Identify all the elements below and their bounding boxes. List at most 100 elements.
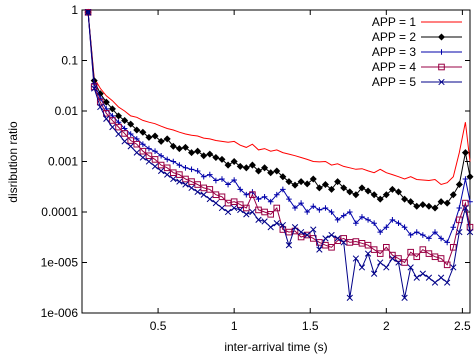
series-3-point — [280, 186, 286, 193]
series-5-point — [261, 218, 268, 225]
series-5-point — [389, 255, 396, 262]
legend-label: APP = 5 — [372, 75, 416, 89]
series-5-point — [450, 264, 457, 271]
series-3-point — [243, 191, 250, 198]
series-3-point — [182, 165, 189, 171]
series-2-point — [248, 161, 256, 169]
legend-marker — [438, 78, 445, 86]
series-2-line — [87, 12, 471, 209]
series-3-point — [407, 232, 414, 238]
legend-marker — [437, 33, 446, 41]
x-tick-label: 0.5 — [150, 319, 167, 333]
series-5-point — [249, 208, 256, 216]
series-3-point — [395, 220, 402, 227]
series-3-point — [158, 152, 164, 159]
series-3-point — [127, 131, 134, 137]
series-2-point — [261, 164, 269, 172]
series-5-point — [243, 211, 250, 218]
series-3-line — [87, 12, 471, 244]
series-4-point — [194, 181, 201, 188]
series-5-point — [84, 9, 92, 16]
series-5-point — [224, 208, 232, 216]
series-3-point — [353, 220, 359, 227]
series-3-point — [255, 196, 262, 202]
series-3-point — [371, 220, 377, 227]
series-3-point — [334, 217, 341, 223]
series-3-point — [176, 162, 183, 168]
series-4-point — [115, 123, 122, 131]
series-2-point — [212, 153, 220, 162]
series-5-point — [437, 274, 445, 281]
series-5-point — [218, 204, 226, 212]
series-5-point — [297, 228, 305, 236]
series-5-point — [285, 242, 293, 249]
y-tick-label: 0.0001 — [41, 205, 78, 219]
series-3-point — [346, 209, 353, 215]
y-tick-label: 1 — [71, 3, 78, 17]
series-5-point — [170, 175, 177, 183]
series-2-point — [382, 191, 390, 199]
legend-label: APP = 1 — [372, 15, 416, 29]
series-5-point — [462, 204, 469, 212]
legend-label: APP = 3 — [372, 45, 416, 59]
series-5-point — [407, 264, 414, 271]
series-5-point — [115, 130, 122, 138]
series-4-point — [236, 201, 244, 208]
series-3-point — [298, 200, 304, 206]
legend-label: APP = 2 — [372, 30, 416, 44]
series-4-point — [395, 255, 402, 262]
series-3-point — [286, 196, 292, 202]
series-3-point — [267, 198, 274, 205]
series-3-point — [462, 176, 469, 182]
series-2-point — [321, 181, 329, 189]
x-axis-label: inter-arrival time (s) — [224, 340, 327, 354]
series-2-point — [455, 181, 463, 189]
series-2-point — [200, 152, 208, 160]
legend-label: APP = 4 — [372, 60, 416, 74]
series-5-point — [133, 149, 140, 156]
series-2-point — [267, 169, 275, 177]
series-5-point — [322, 235, 329, 242]
series-2-point — [352, 191, 360, 199]
series-4-point — [376, 250, 384, 257]
series-3-point — [304, 209, 310, 215]
series-3-point — [401, 224, 408, 231]
x-tick-label: 1 — [231, 319, 238, 333]
series-2-point — [169, 142, 177, 150]
series-3-point — [359, 214, 365, 220]
series-3-point — [438, 235, 444, 242]
series-2-point — [139, 128, 147, 136]
series-2-point — [236, 162, 244, 170]
y-tick-label: 1e-006 — [41, 306, 79, 320]
series-2-point — [194, 147, 202, 155]
series-5-point — [151, 163, 159, 170]
series-5-point — [103, 115, 110, 122]
series-5-point — [182, 181, 189, 188]
series-2-point — [291, 181, 299, 189]
series-3-point — [164, 156, 171, 163]
series-3-point — [152, 148, 158, 154]
series-2-point — [334, 178, 342, 186]
series-3-point — [310, 203, 317, 210]
series-3-point — [328, 209, 335, 215]
series-2-point — [437, 198, 445, 206]
series-5-point — [267, 224, 274, 231]
series-2-point — [413, 202, 421, 210]
series-5-point — [231, 204, 238, 212]
series-5-point — [466, 228, 474, 236]
series-2-point — [388, 185, 396, 193]
series-2-point — [133, 126, 141, 134]
series-5-point — [121, 138, 128, 145]
series-3-point — [140, 141, 146, 148]
series-2-point — [181, 143, 189, 151]
series-4-point — [419, 246, 427, 253]
series-2-point — [145, 133, 153, 141]
series-3-point — [200, 173, 207, 180]
series-5-point — [401, 294, 408, 301]
y-tick-label: 1e-005 — [41, 256, 79, 270]
series-3-point — [194, 168, 201, 174]
series-5-point — [200, 191, 207, 198]
series-4-point — [206, 186, 214, 193]
series-2-point — [346, 188, 354, 196]
